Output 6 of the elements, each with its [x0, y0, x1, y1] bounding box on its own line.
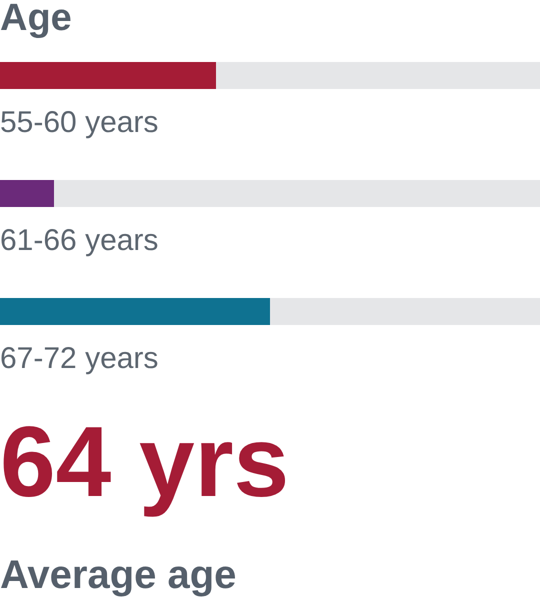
y-tick-label: 61-66 years — [0, 224, 158, 257]
annotation: 64 yrs — [0, 406, 290, 518]
chart-title: Age — [0, 0, 72, 39]
text: Average age — [0, 553, 236, 597]
y-tick-label: 55-60 years — [0, 106, 158, 139]
y-tick-label: 67-72 years — [0, 342, 158, 375]
